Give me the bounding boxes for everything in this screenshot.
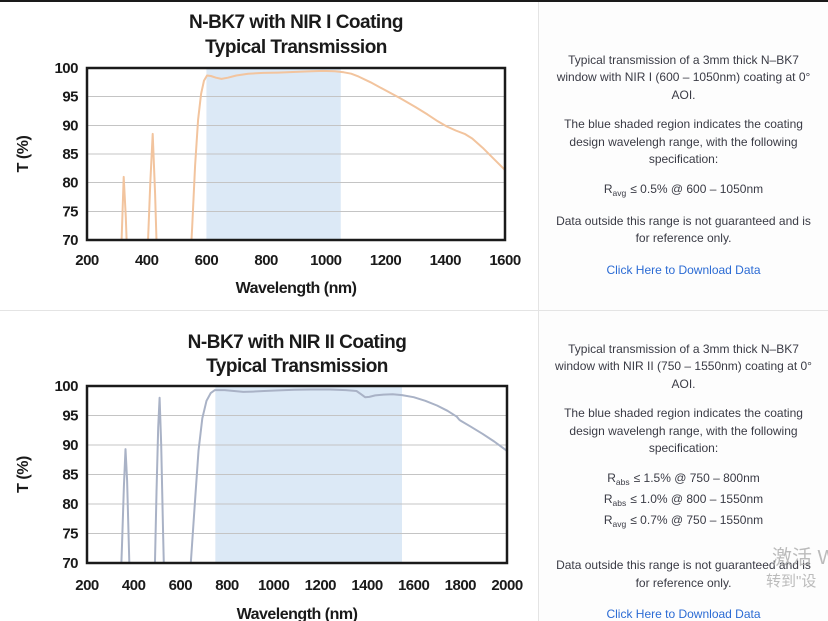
nir2-download-data-link[interactable]: Click Here to Download Data bbox=[606, 606, 761, 621]
x-tick-label: 600 bbox=[195, 252, 219, 269]
spec-symbol: R bbox=[607, 471, 616, 486]
x-tick-label: 1600 bbox=[398, 577, 430, 594]
nir2-shaded-region-text: The blue shaded region indicates the coa… bbox=[564, 406, 803, 455]
y-axis-label: T (%) bbox=[15, 456, 32, 493]
x-tick-label: 1000 bbox=[310, 252, 342, 269]
y-tick-label: 100 bbox=[54, 378, 78, 395]
y-tick-label: 95 bbox=[62, 89, 78, 106]
nir1-row: 70 75 80 85 90 95 100 200 400 600 800 1000 1200 1400 1… bbox=[0, 2, 828, 310]
spec-subscript: abs bbox=[615, 477, 630, 488]
nir2-transmission-chart: 70 75 80 85 90 95 100 200 400 600 800 1000 1200 1400 1… bbox=[15, 332, 523, 621]
x-tick-label: 1400 bbox=[351, 577, 383, 594]
spec-subscript: abs bbox=[612, 497, 627, 508]
spec-symbol: R bbox=[603, 512, 613, 527]
spec-symbol: R bbox=[603, 182, 613, 197]
spec-subscript: avg bbox=[612, 188, 627, 199]
x-tick-label: 800 bbox=[254, 252, 278, 269]
transmission-curve bbox=[120, 388, 507, 563]
y-tick-label: 75 bbox=[62, 203, 78, 220]
spec-value: ≤ 1.5% @ 750 – 800nm bbox=[633, 471, 760, 486]
spec-subscript: avg bbox=[612, 518, 627, 529]
spec-value: ≤ 0.5% @ 600 – 1050nm bbox=[630, 182, 764, 197]
y-tick-label: 90 bbox=[62, 117, 78, 134]
nir1-transmission-chart: 70 75 80 85 90 95 100 200 400 600 800 1000 1200 1400 1… bbox=[15, 12, 521, 297]
nir2-disclaimer-text: Data outside this range is not guarantee… bbox=[556, 558, 811, 590]
x-tick-label: 1200 bbox=[305, 577, 337, 594]
chart-title: N-BK7 with NIR I Coating bbox=[189, 12, 403, 33]
nir1-shaded-region-text: The blue shaded region indicates the coa… bbox=[564, 117, 803, 166]
x-axis-label: Wavelength (nm) bbox=[236, 280, 357, 297]
nir2-spec-block: Rabs ≤ 1.5% @ 750 – 800nm Rabs ≤ 1.0% @ 80… bbox=[549, 469, 818, 531]
spec-line: Rabs ≤ 1.5% @ 750 – 800nm bbox=[549, 469, 818, 490]
y-tick-label: 80 bbox=[62, 496, 78, 513]
x-tick-label: 400 bbox=[122, 577, 146, 594]
nir1-chart-figure: 70 75 80 85 90 95 100 200 400 600 800 1000 1200 1400 1… bbox=[0, 2, 538, 310]
spec-line: Rabs ≤ 1.0% @ 800 – 1550nm bbox=[549, 490, 818, 511]
nir2-row: 70 75 80 85 90 95 100 200 400 600 800 1000 1200 1400 1… bbox=[0, 310, 828, 621]
x-tick-label: 200 bbox=[75, 577, 99, 594]
x-tick-label: 200 bbox=[75, 252, 99, 269]
spec-value: ≤ 1.0% @ 800 – 1550nm bbox=[630, 491, 764, 506]
spec-line: Ravg ≤ 0.5% @ 600 – 1050nm bbox=[549, 180, 818, 201]
nir1-disclaimer-text: Data outside this range is not guarantee… bbox=[556, 213, 811, 246]
x-axis-label: Wavelength (nm) bbox=[237, 606, 358, 621]
nir1-download-data-link[interactable]: Click Here to Download Data bbox=[606, 262, 761, 277]
transmission-curve bbox=[120, 69, 505, 240]
nir2-description-panel: Typical transmission of a 3mm thick N–BK… bbox=[538, 311, 828, 621]
y-tick-label: 80 bbox=[62, 175, 78, 192]
y-tick-label: 90 bbox=[62, 437, 78, 454]
x-tick-label: 600 bbox=[169, 577, 193, 594]
x-tick-label: 800 bbox=[215, 577, 239, 594]
y-tick-label: 70 bbox=[62, 232, 78, 249]
plot-frame bbox=[85, 66, 507, 242]
nir1-description-panel: Typical transmission of a 3mm thick N–BK… bbox=[538, 2, 828, 310]
x-tick-label: 1800 bbox=[445, 577, 477, 594]
nir1-summary-text: Typical transmission of a 3mm thick N–BK… bbox=[556, 53, 811, 102]
spec-value: ≤ 0.7% @ 750 – 1550nm bbox=[630, 512, 764, 527]
x-tick-label: 1000 bbox=[258, 577, 290, 594]
nir2-chart-figure: 70 75 80 85 90 95 100 200 400 600 800 1000 1200 1400 1… bbox=[0, 311, 538, 621]
y-tick-label: 95 bbox=[62, 408, 78, 425]
chart-title: N-BK7 with NIR II Coating bbox=[188, 332, 407, 353]
x-tick-label: 1200 bbox=[370, 252, 402, 269]
x-tick-label: 1400 bbox=[430, 252, 462, 269]
nir1-spec-block: Ravg ≤ 0.5% @ 600 – 1050nm bbox=[549, 180, 818, 201]
x-tick-label: 400 bbox=[135, 252, 159, 269]
plot-frame bbox=[85, 384, 509, 565]
x-tick-label: 2000 bbox=[491, 577, 523, 594]
chart-subtitle: Typical Transmission bbox=[206, 356, 388, 377]
y-tick-label: 75 bbox=[62, 526, 78, 543]
nir2-summary-text: Typical transmission of a 3mm thick N–BK… bbox=[555, 342, 812, 391]
y-tick-label: 85 bbox=[62, 467, 78, 484]
spec-line: Ravg ≤ 0.7% @ 750 – 1550nm bbox=[549, 511, 818, 532]
y-axis-label: T (%) bbox=[15, 136, 32, 173]
spec-symbol: R bbox=[603, 491, 613, 506]
y-tick-label: 100 bbox=[54, 60, 78, 77]
chart-subtitle: Typical Transmission bbox=[205, 37, 387, 58]
y-tick-label: 85 bbox=[62, 146, 78, 163]
y-tick-label: 70 bbox=[62, 555, 78, 572]
x-tick-label: 1600 bbox=[489, 252, 521, 269]
